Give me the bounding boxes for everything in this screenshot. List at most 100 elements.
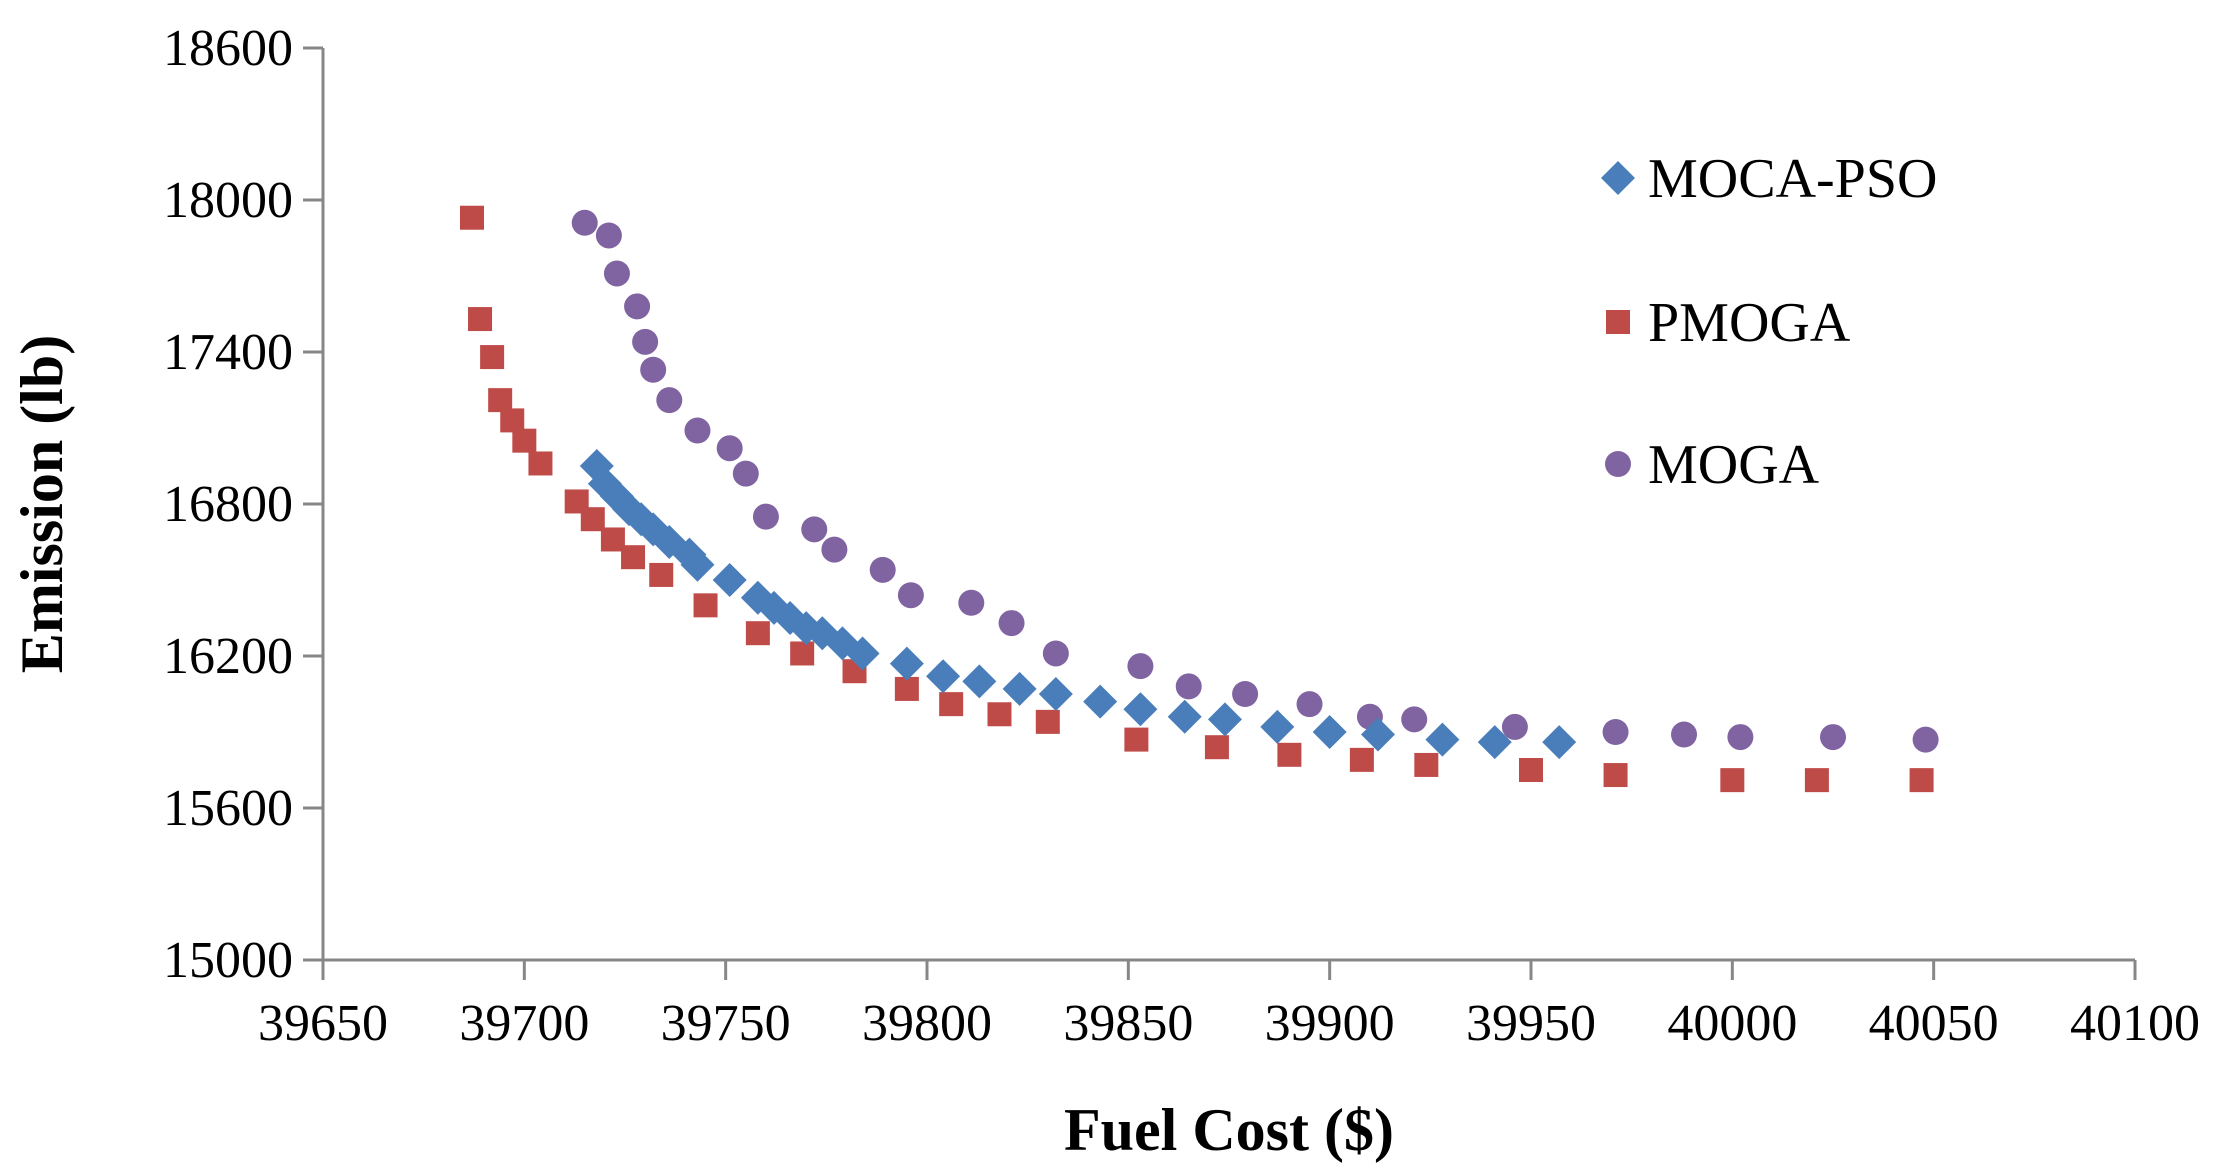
x-tick-label: 39800 xyxy=(862,995,992,1052)
data-point xyxy=(752,503,779,530)
data-point xyxy=(1727,724,1754,751)
data-point xyxy=(1602,719,1629,745)
data-point xyxy=(468,307,493,332)
data-point xyxy=(512,428,537,453)
data-point xyxy=(600,527,625,552)
data-point xyxy=(680,547,715,582)
legend-marker xyxy=(1601,161,1635,195)
data-point xyxy=(894,676,919,701)
tick-marks xyxy=(303,46,2137,980)
data-point xyxy=(599,479,634,514)
data-points xyxy=(459,205,1939,793)
data-point xyxy=(987,702,1012,727)
data-point xyxy=(889,646,924,681)
data-point xyxy=(1167,699,1202,734)
series-pmoga xyxy=(459,205,1934,793)
data-point xyxy=(712,563,747,597)
legend-item-moca-pso: MOCA-PSO xyxy=(1601,148,1937,210)
data-point xyxy=(801,516,828,543)
data-point xyxy=(1603,763,1628,788)
data-point xyxy=(500,408,525,433)
data-point xyxy=(1542,725,1577,760)
data-point xyxy=(1720,768,1745,793)
data-point xyxy=(1349,747,1374,772)
data-point xyxy=(962,664,997,699)
series-moga xyxy=(571,209,1939,753)
data-point xyxy=(580,507,605,532)
data-point xyxy=(790,641,815,666)
data-point xyxy=(488,388,513,413)
series-moca-pso xyxy=(579,449,1577,760)
data-point xyxy=(958,589,985,616)
x-tick-label: 39900 xyxy=(1265,995,1395,1052)
x-tick-label: 40050 xyxy=(1869,995,1999,1052)
data-point xyxy=(459,205,484,230)
data-point xyxy=(1401,706,1428,733)
data-point xyxy=(716,435,743,462)
data-point xyxy=(595,222,622,249)
data-point xyxy=(1804,768,1829,793)
data-point xyxy=(1360,717,1395,752)
data-point xyxy=(1501,713,1528,740)
data-point xyxy=(745,621,770,646)
x-tick-label: 40000 xyxy=(1667,995,1797,1052)
data-point xyxy=(845,636,880,671)
data-point xyxy=(603,260,630,287)
data-point xyxy=(1425,722,1460,757)
data-point xyxy=(649,562,674,587)
data-point xyxy=(621,545,646,570)
x-tick-label: 39700 xyxy=(459,995,589,1052)
data-point xyxy=(624,293,651,320)
x-tick-label: 39750 xyxy=(661,995,791,1052)
data-point xyxy=(480,345,505,370)
y-tick-label: 16200 xyxy=(163,628,293,685)
legend-marker xyxy=(1606,310,1630,334)
data-point xyxy=(1260,709,1295,744)
y-tick-label: 18000 xyxy=(163,172,293,229)
y-tick-label: 17400 xyxy=(163,324,293,381)
legend-item-moga: MOGA xyxy=(1605,434,1820,496)
data-point xyxy=(656,387,683,414)
data-point xyxy=(684,417,711,444)
data-point xyxy=(926,659,961,694)
y-tick-label: 15600 xyxy=(163,780,293,837)
y-tick-label: 16800 xyxy=(163,476,293,533)
data-point xyxy=(1175,673,1202,700)
data-point xyxy=(1414,752,1439,777)
tick-labels: 15000 15600 16200 16800 17400 18000 18600 39650… xyxy=(163,20,2200,1052)
data-point xyxy=(1124,727,1149,752)
data-point xyxy=(1038,677,1073,711)
data-point xyxy=(1519,758,1543,782)
data-point xyxy=(640,356,667,383)
data-point xyxy=(1477,725,1512,760)
data-point xyxy=(1207,702,1242,737)
data-point xyxy=(1296,691,1323,718)
data-point xyxy=(869,556,896,583)
data-point xyxy=(821,536,848,563)
data-point xyxy=(1820,724,1846,751)
data-point xyxy=(1232,681,1259,707)
y-tick-label: 15000 xyxy=(163,932,293,989)
legend-item-pmoga: PMOGA xyxy=(1606,292,1851,354)
legend-marker xyxy=(1605,451,1631,477)
data-point xyxy=(1127,653,1154,680)
data-point xyxy=(1083,684,1118,719)
data-point xyxy=(1204,735,1229,760)
data-point xyxy=(1912,726,1939,753)
data-point xyxy=(1035,709,1060,734)
data-point xyxy=(693,593,718,618)
data-point xyxy=(1277,742,1302,767)
data-point xyxy=(1042,640,1069,667)
data-point xyxy=(528,451,553,476)
y-tick-label: 18600 xyxy=(163,20,293,77)
data-point xyxy=(732,460,759,487)
data-point xyxy=(632,328,659,355)
data-point xyxy=(998,610,1025,637)
x-axis-title: Fuel Cost ($) xyxy=(1064,1097,1394,1163)
data-point xyxy=(1671,721,1698,748)
legend-label: MOGA xyxy=(1648,434,1820,496)
x-tick-label: 39650 xyxy=(258,995,388,1052)
data-point xyxy=(1909,768,1934,793)
data-point xyxy=(1002,671,1037,706)
legend: MOCA-PSO PMOGA MOGA xyxy=(1601,148,1937,496)
